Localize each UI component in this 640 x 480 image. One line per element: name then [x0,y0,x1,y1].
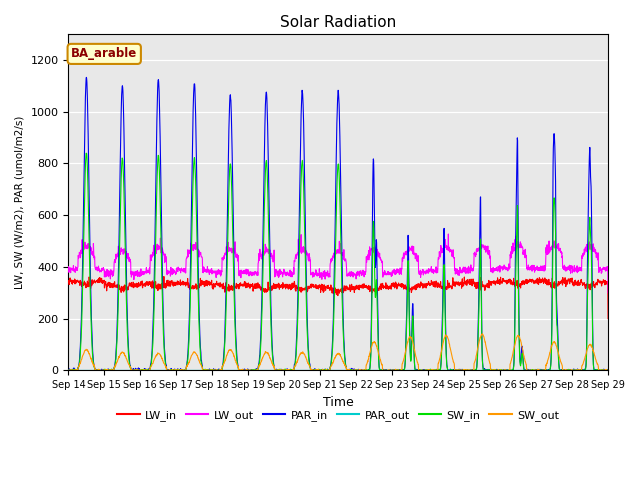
Line: SW_in: SW_in [68,153,608,371]
PAR_in [354,368,362,373]
LW_out [65,264,72,269]
LW_in [604,316,612,322]
LW_in [495,280,503,286]
PAR_out [557,368,564,373]
PAR_in [83,74,90,80]
PAR_out [354,368,362,373]
SW_in [65,368,72,373]
Y-axis label: LW, SW (W/m2), PAR (umol/m2/s): LW, SW (W/m2), PAR (umol/m2/s) [15,116,25,289]
SW_out [215,368,223,373]
LW_in [160,274,168,279]
PAR_out [604,368,612,373]
LW_in [572,282,579,288]
SW_out [65,368,72,373]
SW_out [572,368,579,373]
SW_in [366,367,374,372]
SW_in [65,368,72,373]
PAR_in [604,368,612,373]
LW_in [215,281,223,287]
SW_in [572,368,580,373]
Text: BA_arable: BA_arable [71,48,138,60]
PAR_out [365,368,373,373]
SW_out [479,331,486,336]
LW_in [557,281,564,287]
SW_in [495,367,503,373]
SW_out [557,359,564,364]
SW_in [83,150,90,156]
LW_out [557,248,564,253]
SW_in [355,368,362,373]
PAR_in [65,368,72,373]
Title: Solar Radiation: Solar Radiation [280,15,396,30]
PAR_out [215,368,223,373]
PAR_in [557,367,564,373]
SW_out [365,352,373,358]
Line: LW_in: LW_in [68,276,608,319]
LW_in [354,285,362,290]
SW_out [495,368,503,373]
LW_out [445,231,452,237]
LW_in [366,287,374,292]
LW_out [365,254,373,260]
Line: PAR_in: PAR_in [68,77,608,371]
LW_in [65,279,72,285]
LW_out [604,290,612,296]
X-axis label: Time: Time [323,396,354,408]
PAR_out [495,368,502,373]
Line: SW_out: SW_out [68,334,608,371]
SW_out [354,368,362,373]
SW_in [557,367,564,373]
LW_out [572,266,579,272]
LW_out [354,273,362,278]
PAR_in [572,368,579,373]
SW_in [216,367,223,373]
PAR_in [215,367,223,373]
PAR_in [495,368,503,373]
PAR_in [366,366,374,372]
SW_out [604,368,612,373]
Line: LW_out: LW_out [68,234,608,293]
SW_in [604,368,612,373]
PAR_out [572,368,579,373]
PAR_out [65,368,72,373]
LW_out [215,268,223,274]
LW_out [495,266,503,272]
Legend: LW_in, LW_out, PAR_in, PAR_out, SW_in, SW_out: LW_in, LW_out, PAR_in, PAR_out, SW_in, S… [113,406,564,425]
